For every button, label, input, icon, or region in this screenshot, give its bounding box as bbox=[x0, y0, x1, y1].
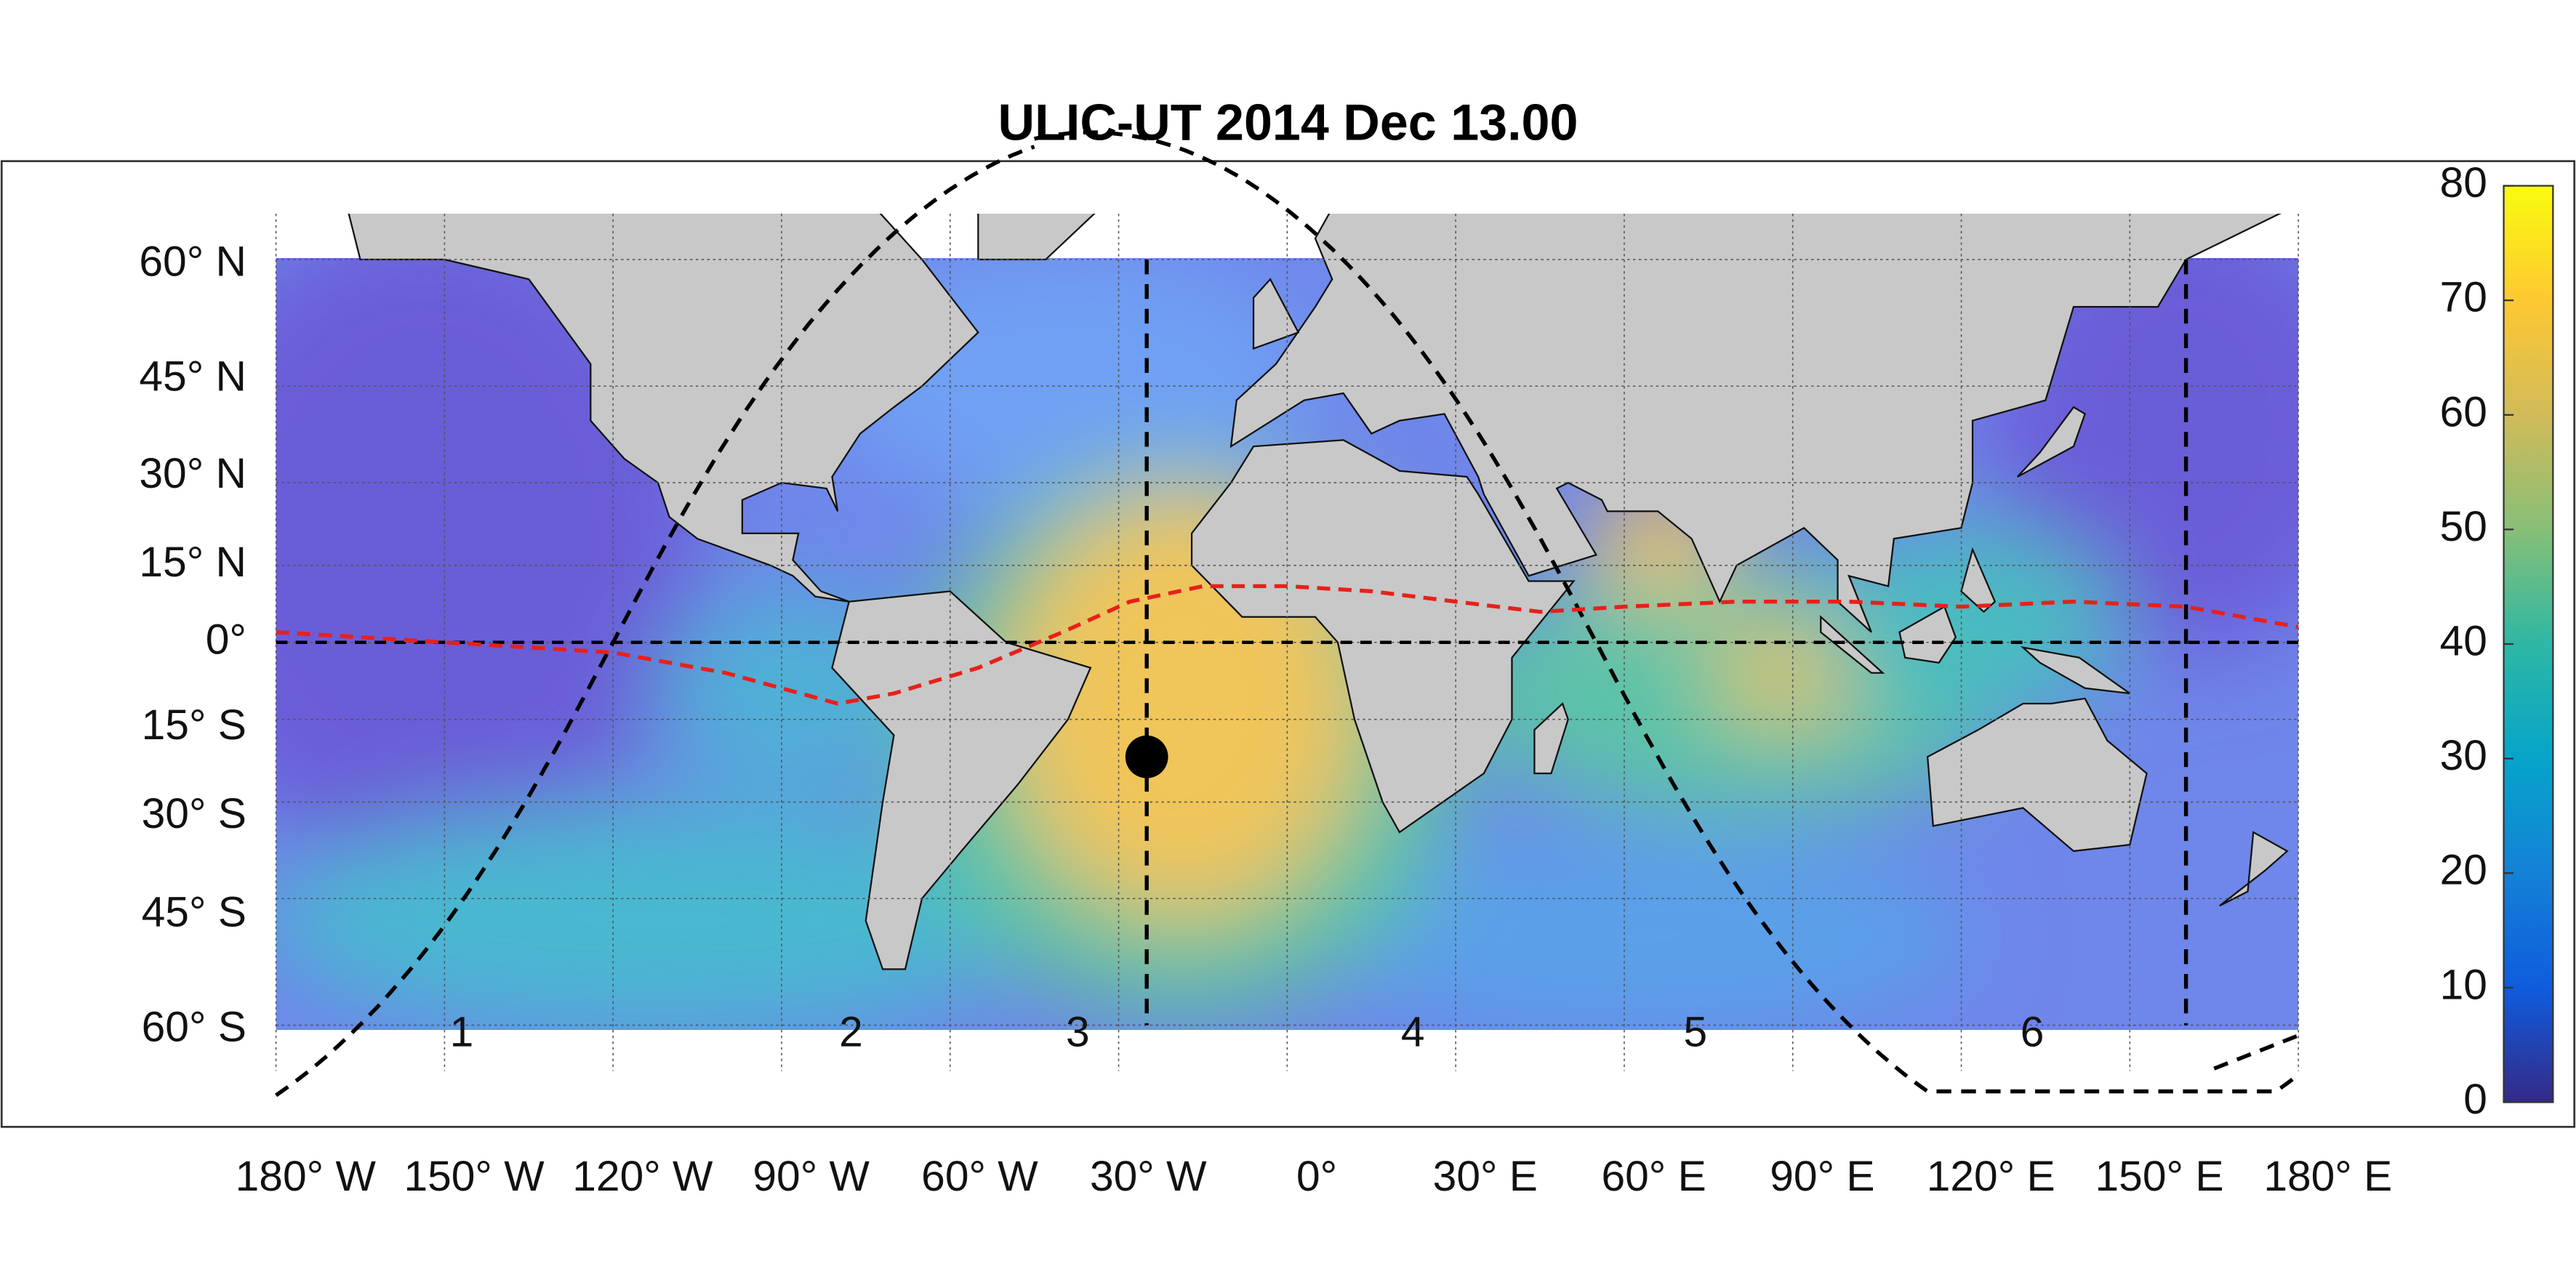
lat-label: 15° N bbox=[139, 539, 246, 586]
land bbox=[1926, 697, 2148, 853]
colorbar-tick-label: 10 bbox=[2440, 961, 2487, 1008]
lon-label: 180° E bbox=[2263, 1153, 2392, 1200]
land bbox=[1533, 702, 1569, 775]
land bbox=[1229, 213, 2282, 633]
magnetic-equator bbox=[276, 584, 2299, 706]
title: ULIC-UT 2014 Dec 13.00 bbox=[998, 94, 1578, 151]
colorbar-tick-label: 0 bbox=[2463, 1076, 2487, 1123]
colorbar-tick-label: 30 bbox=[2440, 732, 2487, 779]
terminator bbox=[275, 145, 1035, 1098]
frame bbox=[0, 160, 2576, 1128]
lon-label: 180° W bbox=[236, 1153, 377, 1200]
colorbar-tick-label: 80 bbox=[2440, 159, 2487, 206]
lon-label: 60° W bbox=[921, 1153, 1038, 1200]
colorbar-tick-label: 40 bbox=[2440, 618, 2487, 665]
colorbar-tick-label: 50 bbox=[2440, 503, 2487, 550]
colorbar-tick-label: 20 bbox=[2440, 847, 2487, 894]
colorbar-tick-label: 60 bbox=[2440, 388, 2487, 435]
lon-label: 0° bbox=[1296, 1153, 1337, 1200]
lat-label: 30° N bbox=[139, 450, 246, 497]
land bbox=[2219, 831, 2289, 907]
lon-label: 90° E bbox=[1770, 1153, 1874, 1200]
land bbox=[2016, 406, 2086, 478]
region-label: 3 bbox=[1066, 1008, 1090, 1055]
lat-label: 60° S bbox=[142, 1004, 246, 1051]
lon-label: 30° E bbox=[1433, 1153, 1538, 1200]
land bbox=[2020, 645, 2130, 695]
lon-label: 150° E bbox=[2095, 1153, 2224, 1200]
lat-label: 15° S bbox=[142, 701, 246, 749]
lat-label: 45° S bbox=[142, 888, 246, 935]
colorbar-tick-label: 70 bbox=[2440, 274, 2487, 321]
region-label: 5 bbox=[1684, 1008, 1708, 1055]
lon-label: 30° W bbox=[1090, 1153, 1207, 1200]
land bbox=[1820, 615, 1885, 674]
region-label: 4 bbox=[1401, 1008, 1425, 1055]
lon-label: 90° W bbox=[753, 1153, 870, 1200]
land bbox=[977, 213, 1096, 261]
lat-label: 30° S bbox=[142, 790, 246, 837]
land bbox=[1898, 605, 1957, 664]
lat-label: 45° N bbox=[139, 353, 246, 401]
land bbox=[1252, 278, 1300, 350]
marker-dot bbox=[1125, 735, 1168, 778]
region-label: 1 bbox=[450, 1008, 474, 1055]
lon-label: 120° W bbox=[572, 1153, 713, 1200]
land bbox=[1960, 547, 1997, 613]
region-label: 2 bbox=[839, 1008, 863, 1055]
lon-label: 120° E bbox=[1927, 1153, 2055, 1200]
lon-label: 150° W bbox=[404, 1153, 545, 1200]
region-label: 6 bbox=[2021, 1008, 2045, 1055]
lon-label: 60° E bbox=[1601, 1153, 1706, 1200]
lat-label: 60° N bbox=[139, 238, 246, 286]
lat-label: 0° bbox=[206, 616, 246, 663]
terminator bbox=[1034, 130, 2300, 1094]
terminator bbox=[2213, 1034, 2300, 1071]
